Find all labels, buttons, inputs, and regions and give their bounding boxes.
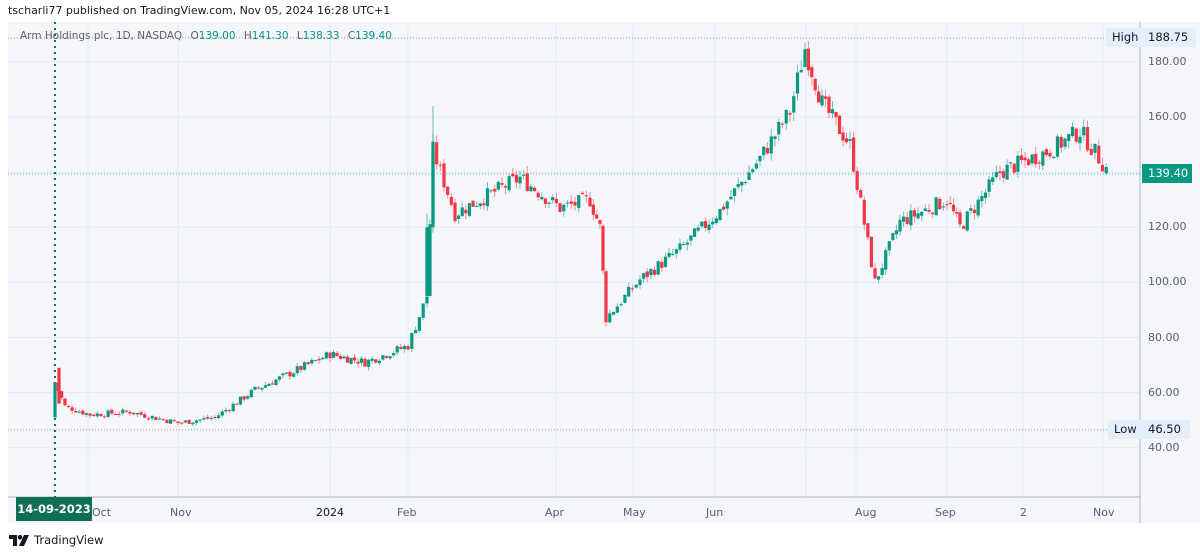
price-tick: 180.00 <box>1148 55 1187 68</box>
price-tick: 60.00 <box>1148 386 1180 399</box>
price-tick: 160.00 <box>1148 110 1187 123</box>
tradingview-footer[interactable]: TradingView <box>9 533 103 547</box>
legend-low-label: L <box>296 30 303 42</box>
publisher-line: tscharli77 published on TradingView.com,… <box>8 4 391 17</box>
legend-close-value: 139.40 <box>355 30 392 42</box>
legend-open-value: 139.00 <box>198 30 236 42</box>
price-tick: 100.00 <box>1148 275 1187 288</box>
legend-high-label: H <box>243 30 252 42</box>
legend-low-value: 138.33 <box>302 30 340 42</box>
tradingview-logo-icon <box>9 534 29 546</box>
last-price-tag: 139.40 <box>1142 164 1192 183</box>
low-value-tag: 46.50 <box>1140 420 1190 439</box>
time-tick: 2 <box>1020 506 1027 519</box>
crosshair-date-tag: 14-09-2023 <box>16 497 92 521</box>
time-tick: Jun <box>706 506 724 519</box>
chart-legend: Arm Holdings plc, 1D, NASDAQ O139.00 H14… <box>20 30 392 42</box>
time-tick: 2024 <box>316 506 344 519</box>
tradingview-brand: TradingView <box>34 533 104 547</box>
high-label: High <box>1106 28 1145 47</box>
time-tick: May <box>623 506 646 519</box>
low-label: Low <box>1108 420 1143 439</box>
legend-symbol: Arm Holdings plc, 1D, NASDAQ <box>20 30 183 42</box>
time-tick: Nov <box>170 506 192 519</box>
legend-high-value: 141.30 <box>251 30 289 42</box>
time-tick: Oct <box>92 506 112 519</box>
time-tick: Apr <box>545 506 565 519</box>
price-tick: 80.00 <box>1148 331 1180 344</box>
legend-open-label: O <box>190 30 199 42</box>
price-tick: 40.00 <box>1148 441 1180 454</box>
high-value-tag: 188.75 <box>1140 28 1196 47</box>
price-tick: 120.00 <box>1148 220 1187 233</box>
time-tick: Feb <box>397 506 417 519</box>
time-tick: Sep <box>935 506 956 519</box>
time-tick: Aug <box>855 506 877 519</box>
legend-close-label: C <box>347 30 356 42</box>
time-tick: Nov <box>1093 506 1115 519</box>
chart-area[interactable] <box>8 22 1200 523</box>
